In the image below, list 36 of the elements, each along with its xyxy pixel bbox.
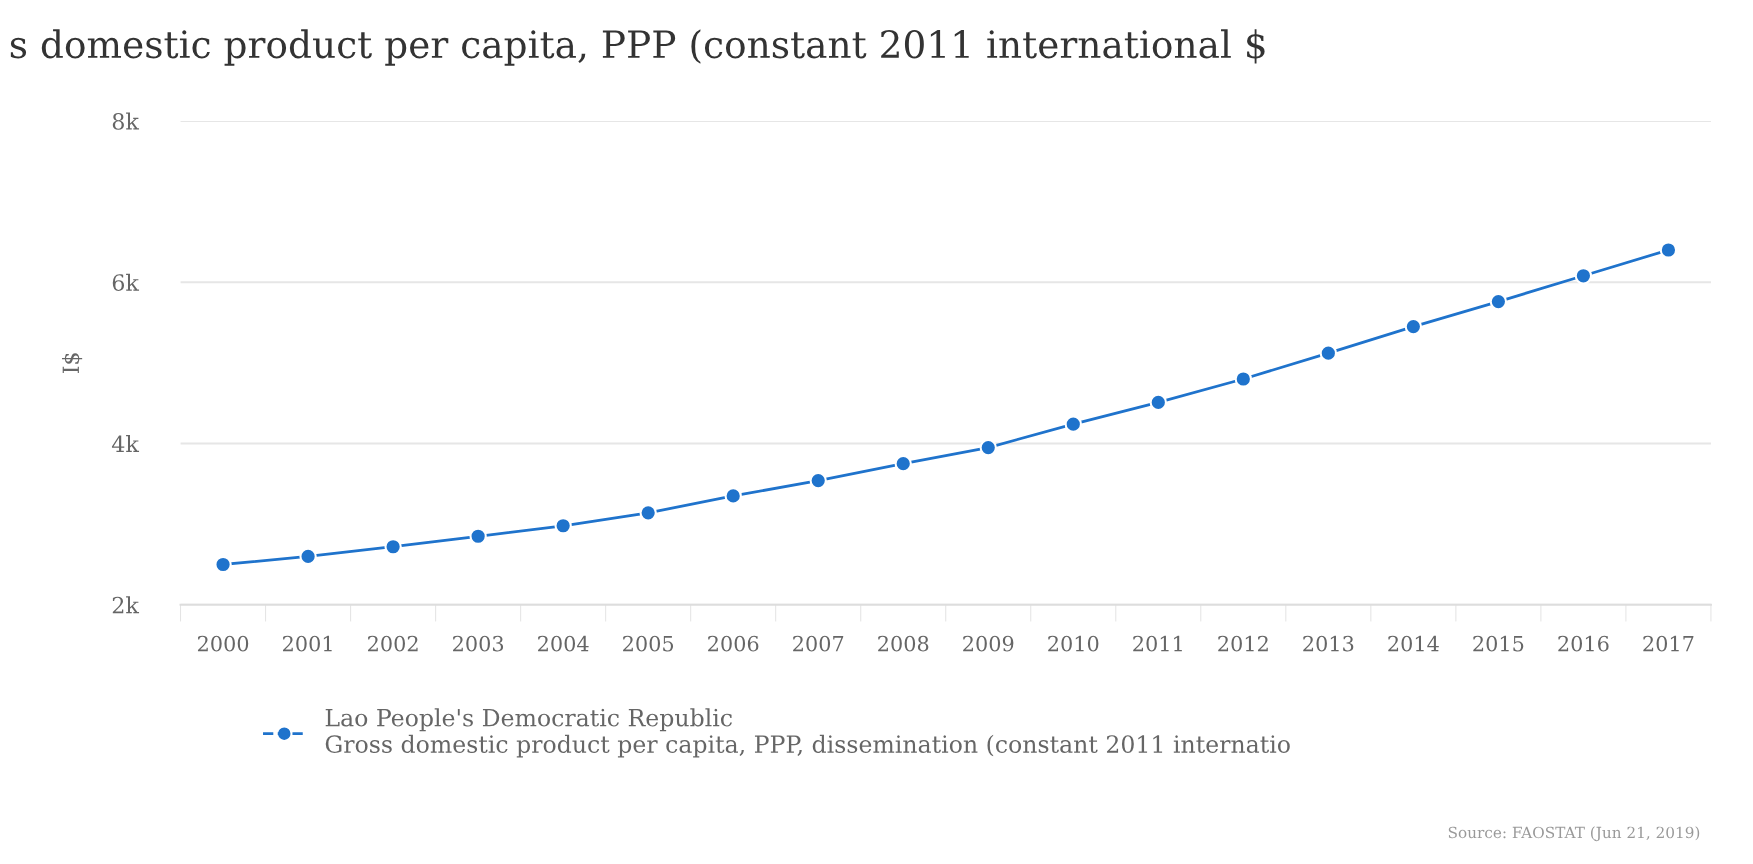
point bbox=[1064, 415, 1082, 433]
point bbox=[1574, 267, 1593, 285]
chart-title: s domestic product per capita, PPP (constant 2011 international $ bbox=[10, 29, 1265, 66]
x-tick-label: 2017 bbox=[1643, 635, 1694, 652]
x-tick-label: 2002 bbox=[368, 635, 418, 652]
y-tick-label: 6k bbox=[112, 273, 140, 291]
x-tick-label: 2001 bbox=[282, 635, 332, 652]
x-tick-label: 2006 bbox=[708, 635, 759, 652]
x-tick-label: 2003 bbox=[453, 635, 504, 652]
x-tick-label: 2005 bbox=[623, 635, 674, 652]
x-tick-label: 2008 bbox=[878, 635, 929, 652]
y-tick-label: 4k bbox=[111, 435, 140, 452]
x-tick-label: 2004 bbox=[538, 635, 589, 652]
point bbox=[639, 504, 657, 522]
y-axis-title: I$ bbox=[62, 353, 83, 374]
x-tick-label: 2013 bbox=[1303, 635, 1354, 652]
x-tick-label: 2000 bbox=[197, 635, 249, 652]
x-tick-label: 2011 bbox=[1133, 635, 1182, 652]
y-tick-label: 2k bbox=[112, 596, 140, 614]
x-tick-label: 2009 bbox=[963, 635, 1014, 652]
point bbox=[1234, 370, 1252, 388]
x-tick-label: 2015 bbox=[1473, 635, 1524, 652]
point bbox=[384, 538, 402, 556]
source-note: Source: FAOSTAT (Jun 21, 2019) bbox=[1448, 826, 1700, 842]
point bbox=[554, 517, 572, 535]
point bbox=[724, 487, 742, 505]
point bbox=[894, 455, 912, 473]
x-tick-label: 2014 bbox=[1388, 635, 1439, 652]
x-tick-label: 2012 bbox=[1218, 635, 1268, 652]
y-tick-label: 8k bbox=[112, 112, 140, 130]
point bbox=[1319, 344, 1338, 362]
point bbox=[469, 527, 487, 545]
x-tick-label: 2007 bbox=[793, 635, 844, 652]
x-tick-label: 2016 bbox=[1558, 635, 1609, 652]
legend-label: Lao People's Democratic Republic Gross domestic product per capita, PPP, dissemination (constant 2011 internatio bbox=[325, 708, 1290, 758]
x-tick-label: 2010 bbox=[1048, 635, 1099, 652]
